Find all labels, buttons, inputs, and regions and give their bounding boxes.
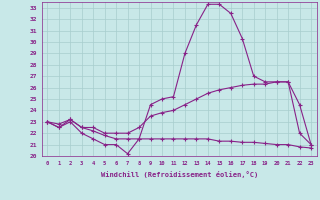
X-axis label: Windchill (Refroidissement éolien,°C): Windchill (Refroidissement éolien,°C) [100,171,258,178]
